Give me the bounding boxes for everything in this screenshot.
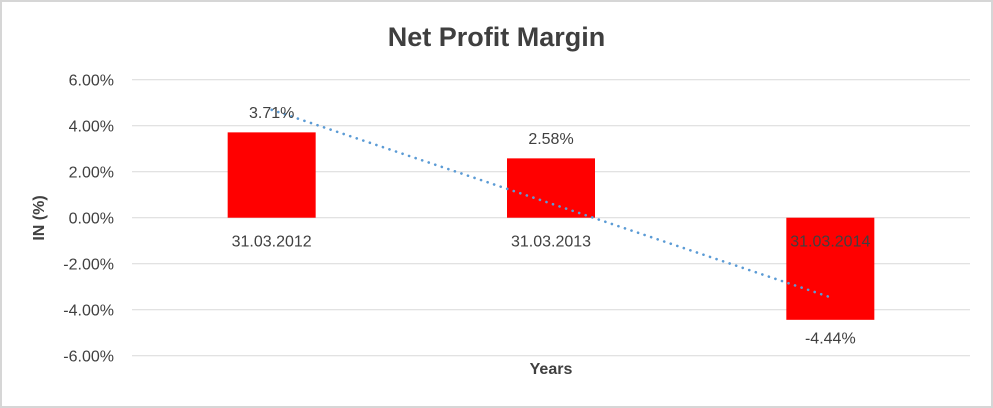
data-label: 2.58% xyxy=(528,131,573,148)
y-tick-label: 4.00% xyxy=(69,118,114,135)
category-label: 31.03.2014 xyxy=(790,233,870,250)
category-label: 31.03.2013 xyxy=(511,233,591,250)
x-axis-title: Years xyxy=(529,361,573,378)
data-label: -4.44% xyxy=(805,330,856,347)
y-tick-label: 2.00% xyxy=(69,164,114,181)
data-label: 3.71% xyxy=(249,105,294,122)
y-tick-label: -4.00% xyxy=(63,302,114,319)
bar xyxy=(227,132,316,218)
category-label: 31.03.2012 xyxy=(232,233,312,250)
y-tick-label: -6.00% xyxy=(63,348,114,365)
y-tick-label: 6.00% xyxy=(69,72,114,89)
bar xyxy=(507,158,595,218)
y-tick-label: -2.00% xyxy=(63,256,114,273)
trendline xyxy=(270,108,832,299)
chart-title: Net Profit Margin xyxy=(387,22,606,52)
y-tick-label: 0.00% xyxy=(69,210,114,227)
bar xyxy=(786,217,875,320)
